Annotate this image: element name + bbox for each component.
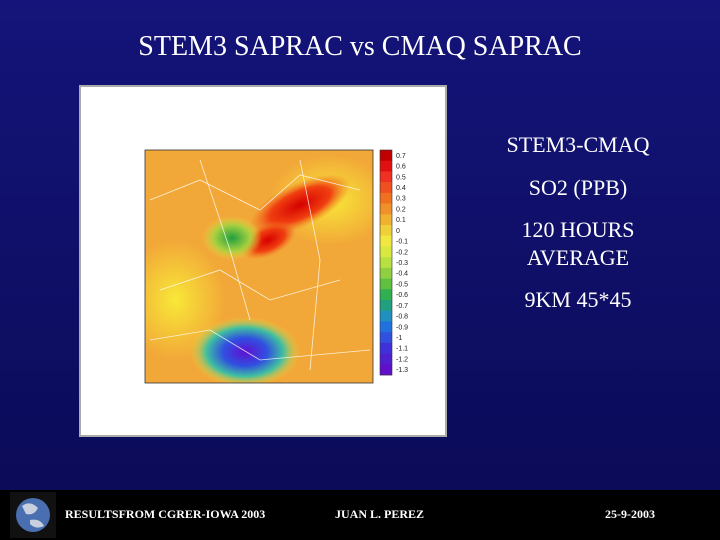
- colorbar-band: [380, 171, 392, 183]
- colorbar-label: -0.2: [396, 249, 408, 256]
- colorbar-band: [380, 225, 392, 237]
- footer-bar: [0, 490, 720, 540]
- colorbar-label: -1.3: [396, 367, 408, 374]
- footer-text: JUAN L. PEREZ: [335, 507, 424, 521]
- colorbar-band: [380, 203, 392, 215]
- figure: 0.7 0.6 0.5 0.4 0.3 0.2 0.1 0 -0.1 -0.2 -0.3 -0.4 -0…: [79, 85, 447, 437]
- notes: STEM3-CMAQ SO2 (PPB) 120 HOURS AVERAGE 9…: [506, 132, 649, 312]
- slide-title: STEM3 SAPRAC vs CMAQ SAPRAC: [138, 31, 581, 62]
- colorbar-band: [380, 289, 392, 301]
- map-border: [144, 149, 374, 384]
- colorbar-border: [379, 149, 393, 376]
- colorbar-label: -1.1: [396, 346, 408, 353]
- globe-icon: [16, 498, 50, 532]
- colorbar-label: 0: [396, 228, 400, 235]
- colorbar-label: -1.2: [396, 356, 408, 363]
- note: STEM3-CMAQ: [506, 132, 649, 157]
- colorbar-band: [380, 321, 392, 333]
- colorbar-band: [380, 278, 392, 290]
- colorbar: 0.7 0.6 0.5 0.4 0.3 0.2 0.1 0 -0.1 -0.2 -0.3 -0.4 -0…: [379, 149, 408, 376]
- colorbar-band: [380, 192, 392, 204]
- footer-text: 25-9-2003: [605, 507, 655, 521]
- colorbar-label: -0.3: [396, 260, 408, 267]
- colorbar-band: [380, 160, 392, 172]
- colorbar-label: -0.4: [396, 271, 408, 278]
- colorbar-band: [380, 353, 392, 365]
- colorbar-label: -0.1: [396, 239, 408, 246]
- colorbar-band: [380, 214, 392, 226]
- colorbar-band: [380, 310, 392, 322]
- colorbar-label: 0.3: [396, 196, 406, 203]
- colorbar-band: [380, 182, 392, 194]
- note: AVERAGE: [527, 245, 629, 270]
- colorbar-label: -0.7: [396, 303, 408, 310]
- colorbar-label: -0.6: [396, 292, 408, 299]
- colorbar-label: -0.8: [396, 314, 408, 321]
- colorbar-band: [380, 246, 392, 258]
- colorbar-label: 0.1: [396, 217, 406, 224]
- colorbar-band: [380, 235, 392, 247]
- colorbar-label: 0.4: [396, 185, 406, 192]
- colorbar-band: [380, 150, 392, 162]
- note: 120 HOURS: [521, 217, 634, 242]
- colorbar-label: 0.7: [396, 153, 406, 160]
- colorbar-label: -0.9: [396, 324, 408, 331]
- colorbar-label: -1: [396, 335, 402, 342]
- note: SO2 (PPB): [529, 175, 627, 200]
- colorbar-label: 0.6: [396, 164, 406, 171]
- colorbar-band: [380, 257, 392, 269]
- colorbar-label: -0.5: [396, 281, 408, 288]
- map: [145, 150, 373, 383]
- colorbar-band: [380, 300, 392, 312]
- note: 9KM 45*45: [525, 287, 632, 312]
- colorbar-label: 0.2: [396, 206, 406, 213]
- colorbar-band: [380, 332, 392, 344]
- footer: RESULTSFROM CGRER-IOWA 2003 JUAN L. PERE…: [0, 490, 720, 540]
- colorbar-band: [380, 267, 392, 279]
- colorbar-band: [380, 364, 392, 376]
- colorbar-label: 0.5: [396, 174, 406, 181]
- colorbar-band: [380, 342, 392, 354]
- footer-text: RESULTSFROM CGRER-IOWA 2003: [65, 507, 265, 521]
